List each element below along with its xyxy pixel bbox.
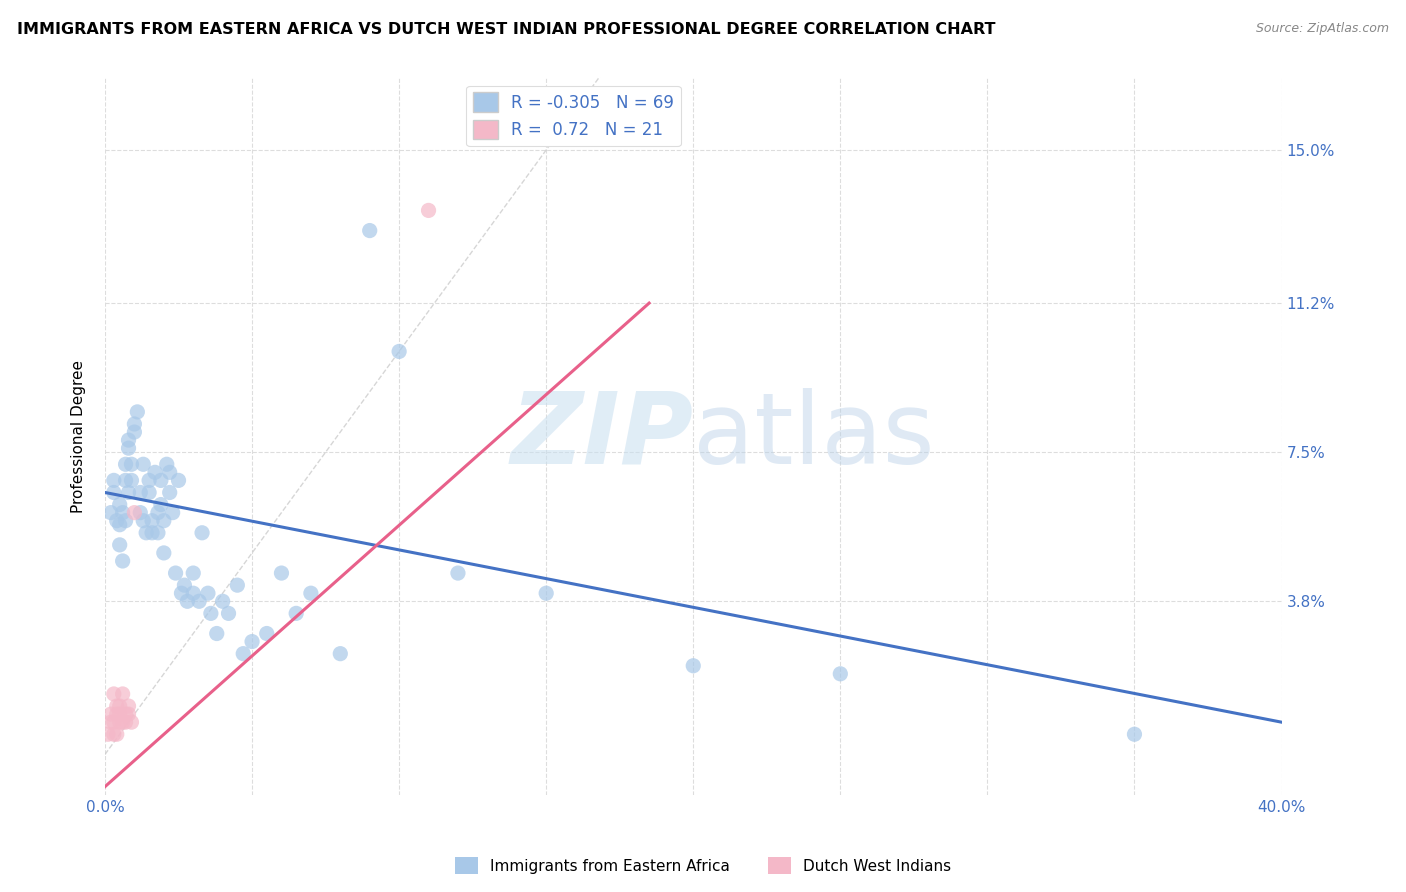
Point [114,457,136,471]
Point [111,554,134,568]
Legend: Immigrants from Eastern Africa, Dutch West Indians: Immigrants from Eastern Africa, Dutch We… [449,851,957,880]
Point [329,647,352,661]
Point [108,707,131,722]
Point [111,687,134,701]
Point [188,594,211,608]
Legend: R = -0.305   N = 69, R =  0.72   N = 21: R = -0.305 N = 69, R = 0.72 N = 21 [467,86,681,146]
Point [108,699,131,714]
Point [124,506,146,520]
Point [200,607,222,621]
Point [111,715,134,730]
Point [146,525,169,540]
Point [143,466,166,480]
Point [127,405,149,419]
Point [108,715,131,730]
Point [132,514,155,528]
Point [156,457,179,471]
Point [105,699,128,714]
Point [103,485,125,500]
Point [114,707,136,722]
Point [124,425,146,439]
Point [299,586,322,600]
Point [121,474,143,488]
Point [114,474,136,488]
Point [534,586,557,600]
Point [159,466,181,480]
Point [114,715,136,730]
Point [1123,727,1146,741]
Point [226,578,249,592]
Point [117,485,139,500]
Point [135,525,157,540]
Point [100,506,122,520]
Point [105,727,128,741]
Point [129,485,152,500]
Point [141,525,163,540]
Point [117,699,139,714]
Point [146,506,169,520]
Point [359,223,381,237]
Point [447,566,470,580]
Point [103,687,125,701]
Point [191,525,214,540]
Point [153,546,176,560]
Point [418,203,440,218]
Point [256,626,278,640]
Point [197,586,219,600]
Point [103,727,125,741]
Text: Source: ZipAtlas.com: Source: ZipAtlas.com [1256,22,1389,36]
Point [388,344,411,359]
Point [132,457,155,471]
Point [108,498,131,512]
Point [153,514,176,528]
Point [129,506,152,520]
Point [138,474,160,488]
Point [138,485,160,500]
Point [117,441,139,455]
Point [218,607,240,621]
Point [159,485,181,500]
Point [232,647,254,661]
Point [117,707,139,722]
Point [165,566,187,580]
Point [205,626,228,640]
Point [285,607,308,621]
Point [103,474,125,488]
Y-axis label: Professional Degree: Professional Degree [72,359,86,513]
Point [167,474,190,488]
Text: ZIP: ZIP [510,387,693,484]
Point [162,506,184,520]
Point [121,457,143,471]
Text: IMMIGRANTS FROM EASTERN AFRICA VS DUTCH WEST INDIAN PROFESSIONAL DEGREE CORRELAT: IMMIGRANTS FROM EASTERN AFRICA VS DUTCH … [17,22,995,37]
Point [240,634,263,648]
Point [103,715,125,730]
Point [170,586,193,600]
Point [181,566,204,580]
Point [117,433,139,447]
Point [108,517,131,532]
Point [108,538,131,552]
Point [105,514,128,528]
Point [124,417,146,431]
Point [173,578,195,592]
Point [149,498,172,512]
Point [141,514,163,528]
Point [97,727,120,741]
Point [100,707,122,722]
Point [830,666,852,681]
Point [176,594,198,608]
Point [149,474,172,488]
Point [211,594,233,608]
Point [121,715,143,730]
Point [105,707,128,722]
Point [114,514,136,528]
Point [270,566,292,580]
Point [682,658,704,673]
Text: atlas: atlas [693,387,935,484]
Point [181,586,204,600]
Point [100,715,122,730]
Point [111,506,134,520]
